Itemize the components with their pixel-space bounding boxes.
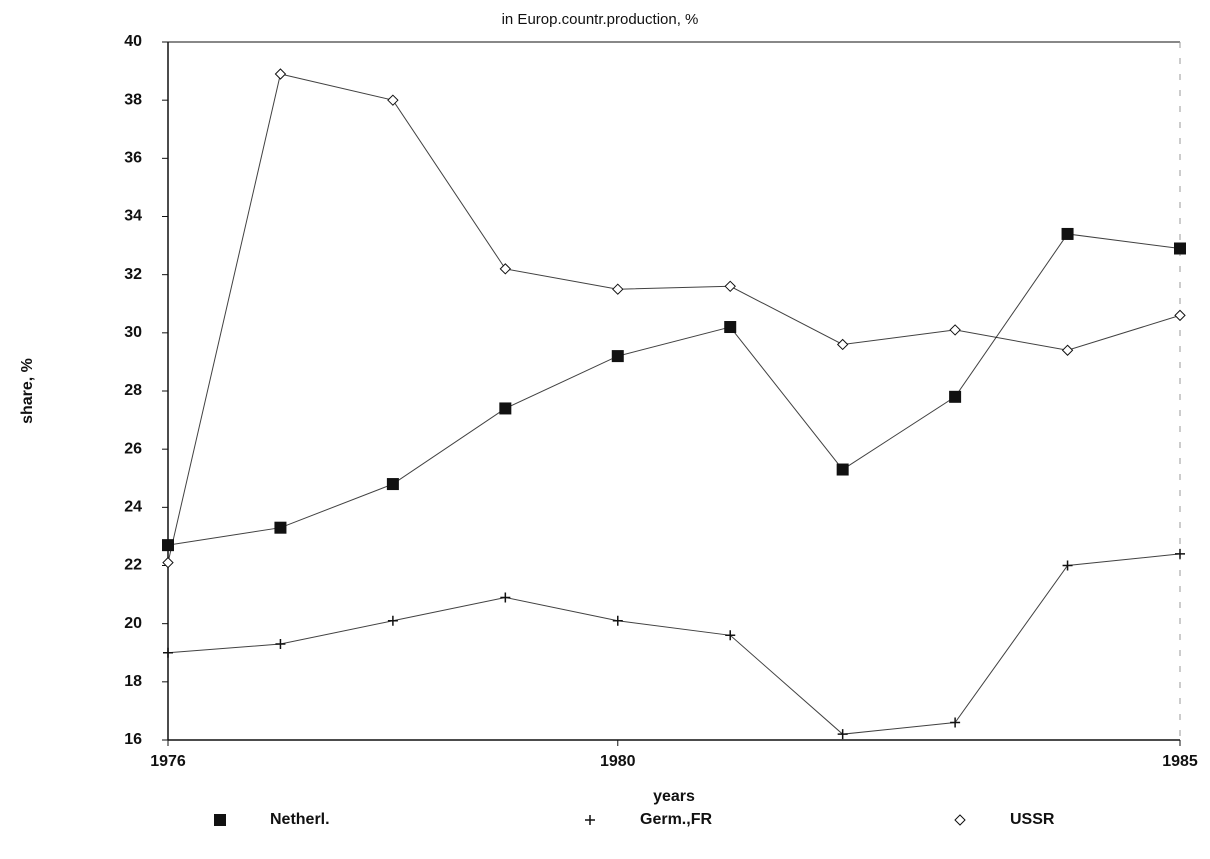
- marker: [1062, 560, 1073, 571]
- marker: [500, 592, 511, 603]
- marker: [163, 647, 173, 658]
- marker: [612, 283, 624, 295]
- x-tick-label: 1976: [150, 753, 186, 770]
- marker: [386, 478, 399, 491]
- y-tick-label: 20: [124, 615, 142, 632]
- y-tick-label: 36: [124, 150, 142, 167]
- x-tick-label: 1985: [1162, 753, 1198, 770]
- marker: [499, 263, 512, 275]
- y-tick-label: 30: [124, 324, 142, 341]
- series-line: [167, 233, 1181, 546]
- chart-title: in Europ.countr.production, %: [502, 11, 699, 28]
- marker: [724, 280, 736, 293]
- y-axis-label: share, %: [19, 358, 36, 424]
- y-tick-label: 26: [124, 440, 142, 457]
- y-tick-label: 28: [124, 382, 142, 399]
- series-line: [167, 553, 1181, 735]
- marker: [499, 402, 512, 415]
- marker: [1175, 548, 1185, 559]
- marker: [949, 390, 962, 403]
- y-tick-label: 16: [124, 731, 142, 748]
- y-tick-label: 24: [124, 499, 142, 516]
- marker: [949, 324, 961, 336]
- marker: [1061, 227, 1074, 240]
- marker: [387, 94, 399, 106]
- marker: [274, 68, 287, 80]
- y-tick-label: 32: [124, 266, 142, 283]
- y-tick-label: 40: [124, 33, 142, 50]
- y-tick-label: 38: [124, 91, 142, 108]
- series-line: [167, 73, 1181, 563]
- marker: [836, 463, 849, 476]
- marker: [724, 321, 737, 334]
- marker: [274, 521, 287, 534]
- marker: [1174, 242, 1186, 255]
- marker: [387, 615, 398, 626]
- y-tick-label: 34: [124, 208, 142, 225]
- x-tick-label: 1980: [600, 753, 636, 770]
- marker: [612, 615, 623, 626]
- marker: [611, 350, 624, 363]
- marker: [162, 556, 174, 569]
- marker: [1061, 344, 1074, 356]
- x-axis-label: years: [653, 788, 695, 805]
- legend-label: USSR: [1010, 811, 1055, 828]
- marker: [275, 639, 286, 650]
- marker: [950, 717, 961, 728]
- marker: [836, 338, 849, 351]
- legend-marker: [214, 814, 226, 826]
- legend-label: Netherl.: [270, 811, 330, 828]
- marker: [837, 729, 848, 740]
- legend-marker: [954, 814, 966, 826]
- y-tick-label: 18: [124, 673, 142, 690]
- marker: [725, 630, 736, 641]
- marker: [1174, 309, 1186, 322]
- legend-label: Germ.,FR: [640, 811, 712, 828]
- legend-marker: [585, 815, 595, 825]
- y-tick-label: 22: [124, 557, 142, 574]
